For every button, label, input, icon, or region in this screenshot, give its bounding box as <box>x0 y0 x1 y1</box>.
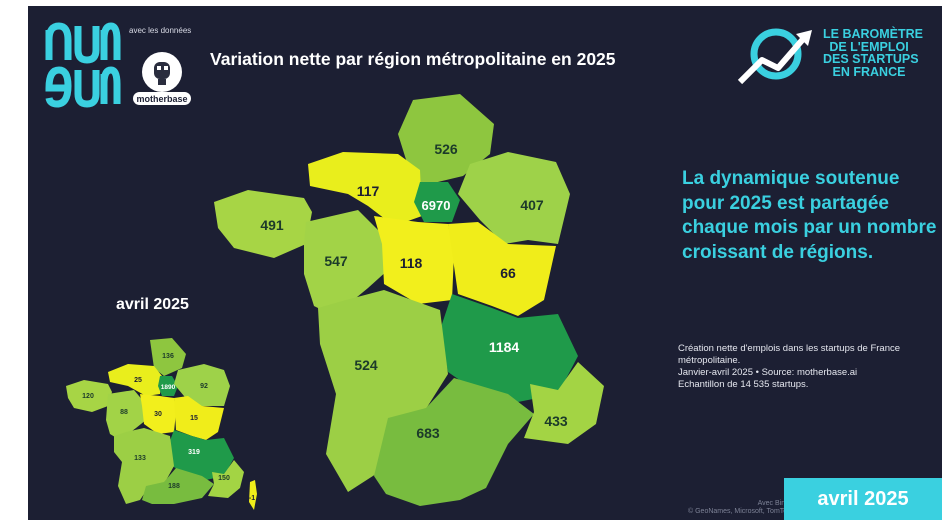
region-auvergne-rhone-alpes <box>440 294 578 402</box>
value-label-provence-alpes-cote-d-azur: 433 <box>544 413 568 429</box>
inset-value-label-occitanie: 188 <box>168 483 180 490</box>
region-nouvelle-aquitaine <box>318 290 448 492</box>
infographic-panel: avec les données motherbase Variation ne… <box>28 6 942 520</box>
region-paca <box>524 362 604 444</box>
barometre-line-4: EN FRANCE <box>832 64 906 79</box>
inset-region-centre-val-de-loire <box>140 394 176 434</box>
inset-value-label-provence-alpes-cote-d-azur: 150 <box>218 475 230 482</box>
attribution-line-1: Avec Bing <box>757 500 789 507</box>
inset-caption: avril 2025 <box>116 296 189 313</box>
inset-value-label-auvergne-rhone-alpes: 319 <box>188 449 200 456</box>
value-label-centre-val-de-loire: 118 <box>400 255 423 271</box>
source-note-line: Création nette d'emplois dans les startu… <box>678 343 901 354</box>
value-label-hauts-de-france: 526 <box>434 141 458 157</box>
region-centre-val-de-loire <box>374 216 454 304</box>
source-note-line: Echantillon de 14 535 startups. <box>678 379 809 390</box>
region-pays-de-la-loire <box>304 210 388 316</box>
value-label-auvergne-rhone-alpes: 1184 <box>489 339 520 355</box>
barometre-line-2: DE L'EMPLOI <box>829 39 909 54</box>
value-label-ile-de-france: 6970 <box>422 198 451 213</box>
source-note-line: Janvier-avril 2025 • Source: motherbase.… <box>678 367 858 378</box>
region-ile-de-france <box>414 182 460 222</box>
inset-region-bretagne <box>66 380 112 412</box>
barometre-title: LE BAROMÈTRE DE L'EMPLOI DES STARTUPS EN… <box>823 27 923 79</box>
value-label-occitanie: 683 <box>416 425 440 441</box>
inset-value-label-normandie: 25 <box>134 377 142 384</box>
inset-value-label-pays-de-la-loire: 88 <box>120 409 128 416</box>
inset-value-label-corse: -1 <box>249 495 255 502</box>
insight-text: La dynamique soutenue pour 2025 est part… <box>682 168 937 263</box>
inset-value-label-nouvelle-aquitaine: 133 <box>134 455 146 462</box>
inset-regions-map: 136 25 1890 92 120 88 30 15 319 133 188 150 <box>66 338 244 504</box>
inset-value-label-centre-val-de-loire: 30 <box>154 411 162 418</box>
inset-region-occitanie <box>142 468 214 504</box>
inset-value-label-hauts-de-france: 136 <box>162 353 174 360</box>
region-bourgogne-franche-comte <box>448 222 556 316</box>
region-normandie <box>308 152 422 226</box>
barometre-growth-icon <box>737 28 812 85</box>
value-label-grand-est: 407 <box>520 197 544 213</box>
map-attribution: Avec Bing © GeoNames, Microsoft, TomTom <box>688 500 793 516</box>
inset-region-hauts-de-france <box>150 338 186 376</box>
region-occitanie <box>374 378 534 506</box>
inset-value-label-ile-de-france: 1890 <box>161 384 176 391</box>
inset-region-ile-de-france <box>158 376 178 396</box>
inset-corse: -1 <box>249 480 257 510</box>
region-grand-est <box>458 152 570 244</box>
barometre-line-3: DES STARTUPS <box>823 52 919 66</box>
source-note-line: métropolitaine. <box>678 355 741 366</box>
inset-value-label-bourgogne-franche-comte: 15 <box>190 415 198 422</box>
inset-value-label-bretagne: 120 <box>82 393 94 400</box>
map-title: Variation nette par région métropolitain… <box>210 49 616 69</box>
main-region-labels: 52611769704074915471186611845246834334 <box>260 141 568 441</box>
inset-value-label-grand-est: 92 <box>200 383 208 390</box>
numeum-logo <box>45 22 121 108</box>
period-badge: avril 2025 <box>784 478 942 520</box>
france-regions-map: 52611769704074915471186611845246834334 <box>214 94 604 506</box>
inset-region-auvergne-rhone-alpes <box>168 430 234 480</box>
source-notes: Création nette d'emplois dans les startu… <box>678 343 940 391</box>
value-label-pays-de-la-loire: 547 <box>324 253 348 269</box>
value-label-bretagne: 491 <box>260 217 284 233</box>
region-hauts-de-france <box>398 94 494 186</box>
motherbase-logo: motherbase <box>133 52 191 105</box>
inset-region-pays-de-la-loire <box>106 390 146 440</box>
value-label-normandie: 117 <box>357 183 380 199</box>
inset-region-bourgogne-franche-comte <box>174 396 224 440</box>
attribution-line-2: © GeoNames, Microsoft, TomTom <box>688 508 793 515</box>
value-label-nouvelle-aquitaine: 524 <box>354 357 378 373</box>
value-label-bourgogne-franche-comte: 66 <box>500 265 516 281</box>
barometre-line-1: LE BAROMÈTRE <box>823 27 923 41</box>
inset-region-paca <box>208 460 244 498</box>
partner-caption: avec les données <box>129 26 192 35</box>
inset-region-normandie <box>108 364 162 396</box>
inset-region-labels: 136 25 1890 92 120 88 30 15 319 133 188 150 <box>82 353 230 490</box>
region-bretagne <box>214 190 312 258</box>
svg-text:motherbase: motherbase <box>136 94 187 104</box>
